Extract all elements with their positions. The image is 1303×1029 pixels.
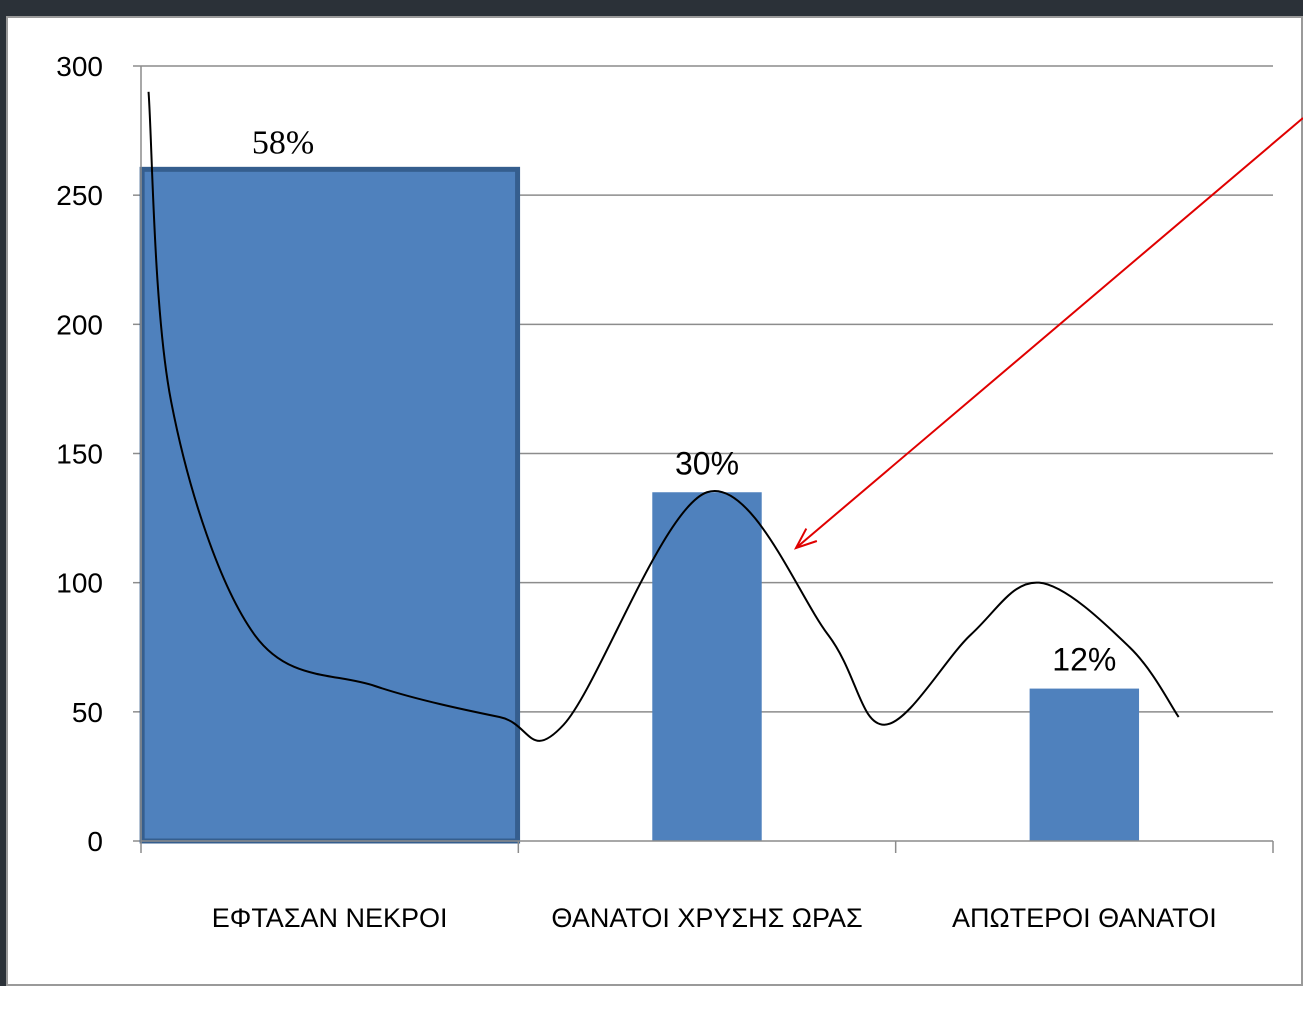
bar-2 bbox=[1029, 688, 1140, 841]
trend-curve bbox=[147, 91, 1180, 742]
ytick-label-100: 100 bbox=[56, 568, 103, 599]
ytick-label-0: 0 bbox=[87, 826, 103, 857]
arrow-shaft bbox=[795, 117, 1303, 549]
data-label-0: 58% bbox=[252, 124, 314, 161]
category-label-1: ΘΑΝΑΤΟΙ ΧΡΥΣΗΣ ΩΡΑΣ bbox=[551, 903, 862, 933]
y-axis-ticks: 0 50 100 150 200 250 300 bbox=[56, 51, 141, 857]
ytick-label-300: 300 bbox=[56, 51, 103, 82]
arrow-head bbox=[793, 528, 818, 550]
data-labels: 58% 30% 12% bbox=[252, 124, 1117, 677]
annotation-arrow bbox=[793, 117, 1303, 550]
ytick-label-250: 250 bbox=[56, 180, 103, 211]
bars bbox=[139, 166, 1140, 844]
category-label-0: ΕΦΤΑΣΑΝ ΝΕΚΡΟΙ bbox=[212, 903, 448, 933]
trend-curve-line bbox=[147, 91, 1180, 742]
ytick-label-150: 150 bbox=[56, 439, 103, 470]
data-label-1: 30% bbox=[675, 445, 739, 481]
bar-0 bbox=[139, 166, 521, 844]
data-label-2: 12% bbox=[1052, 642, 1116, 678]
category-labels: ΕΦΤΑΣΑΝ ΝΕΚΡΟΙ ΘΑΝΑΤΟΙ ΧΡΥΣΗΣ ΩΡΑΣ ΑΠΩΤΕΡΟ… bbox=[212, 903, 1217, 933]
category-label-2: ΑΠΩΤΕΡΟΙ ΘΑΝΑΤΟΙ bbox=[952, 903, 1217, 933]
ytick-label-200: 200 bbox=[56, 309, 103, 340]
bar-1 bbox=[652, 492, 762, 841]
ytick-label-50: 50 bbox=[72, 697, 103, 728]
bottom-strip bbox=[0, 986, 1303, 1029]
x-axis bbox=[140, 66, 1274, 853]
